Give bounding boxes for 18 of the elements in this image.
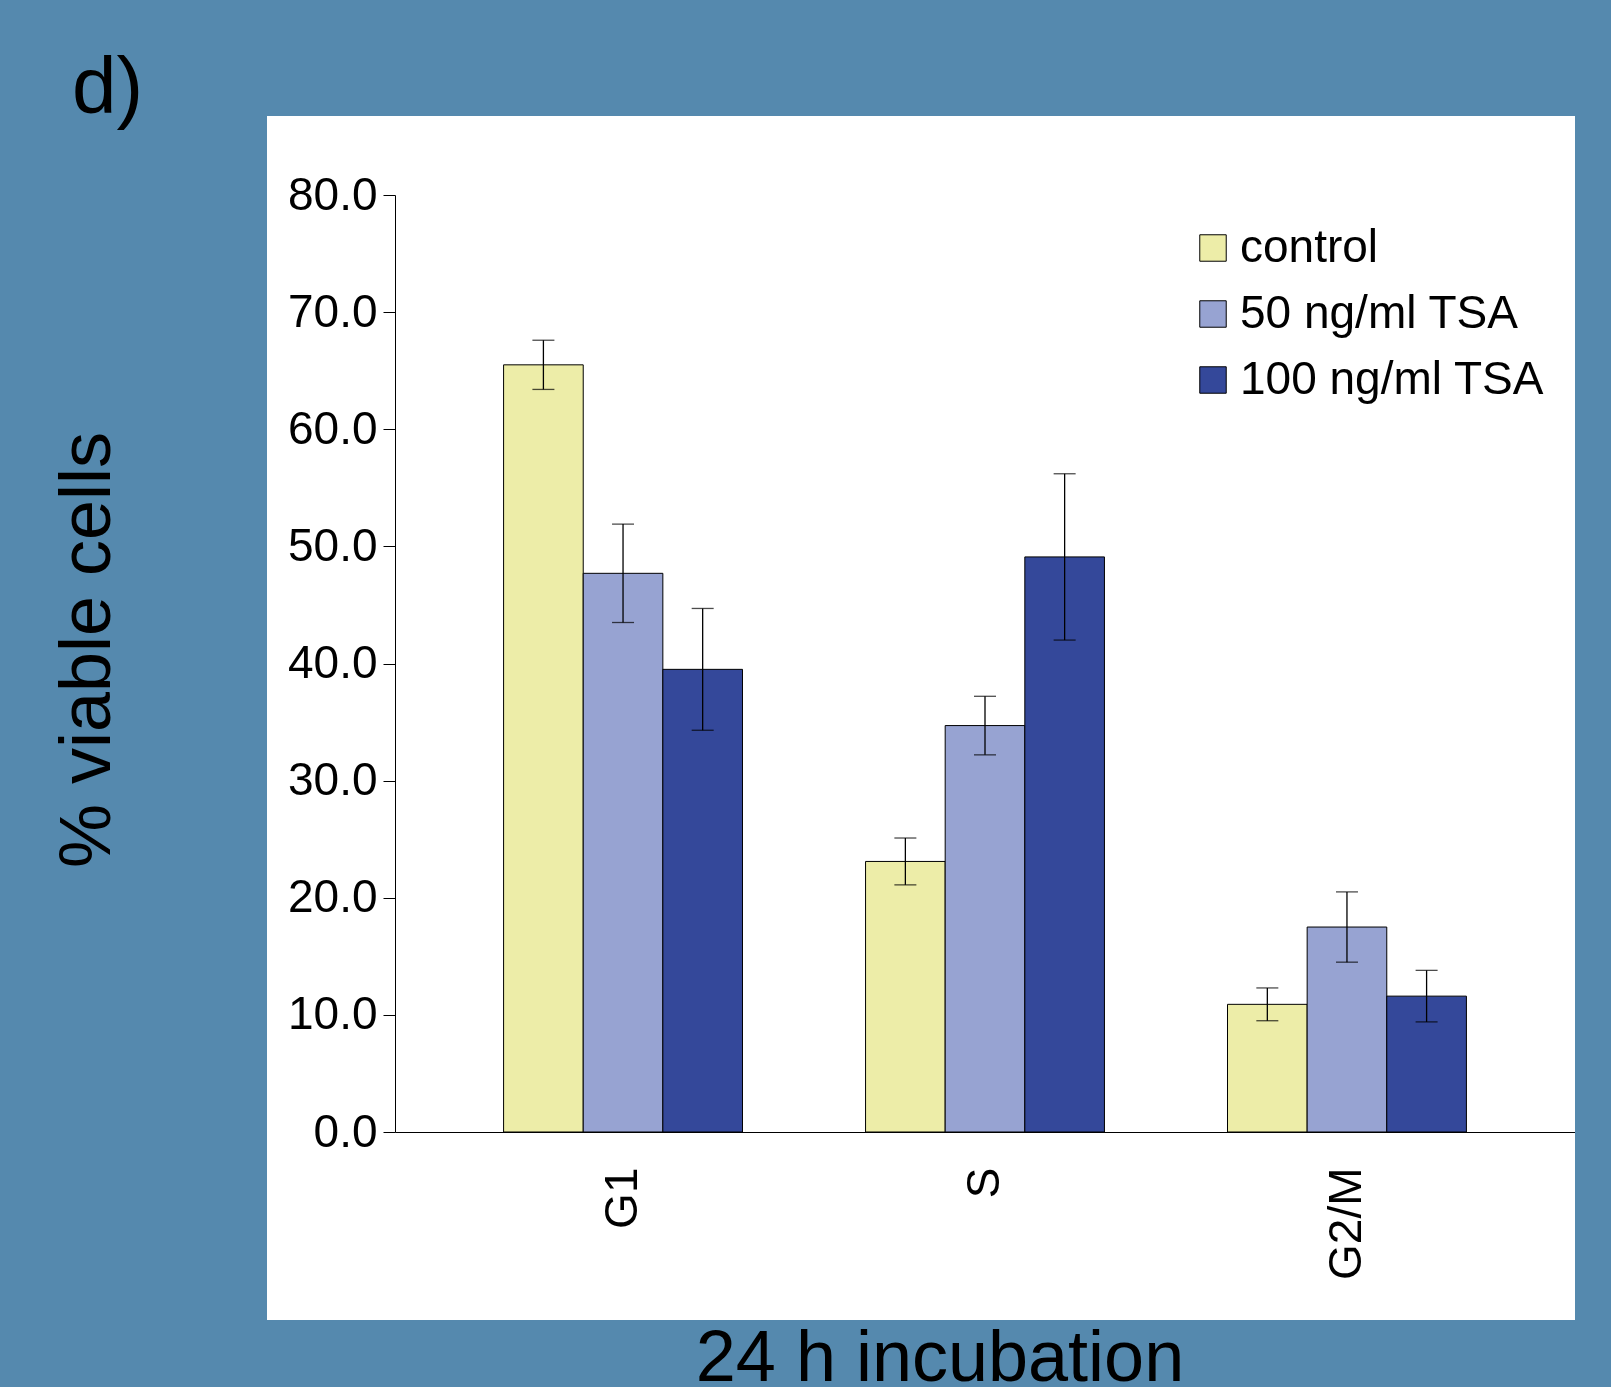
y-tick-label: 10.0 [287,987,378,1040]
y-axis-title: % viable cells [44,431,126,869]
y-tick-label: 50.0 [287,518,378,571]
y-tick-label: 70.0 [287,284,378,337]
y-tick-label: 60.0 [287,401,378,454]
legend-label: 50 ng/ml TSA [1240,286,1519,338]
x-tick-label: S [957,1167,1009,1199]
x-tick-label: G2/M [1318,1167,1371,1280]
x-axis-title: 24 h incubation [695,1315,1185,1387]
y-tick-label: 80.0 [287,167,378,220]
legend-label: control [1240,220,1379,272]
y-tick-label: 0.0 [313,1104,378,1157]
y-tick-label: 20.0 [287,870,378,923]
y-tick-label: 40.0 [287,636,378,688]
y-tick-label: 30.0 [287,753,378,806]
text: d) [72,40,144,132]
x-tick-label: G1 [595,1167,648,1229]
legend-label: 100 ng/ml TSA [1240,352,1544,404]
